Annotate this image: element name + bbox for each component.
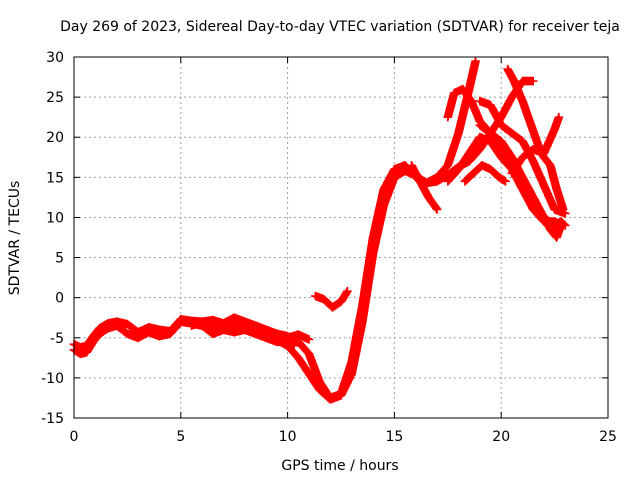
axis-ticks: 0 5 10 15 20 25 -15 -10 -5 0 5 10 15 20 25 30 [41,50,617,445]
series-track-5 [407,161,442,214]
y-axis-label: SDTVAR / TECUs [7,181,23,296]
data-track-markers [407,161,442,214]
series-track-11 [443,132,566,230]
y-tick-label: -5 [50,331,64,347]
data-track-markers [475,96,570,218]
y-tick-label: 15 [46,170,64,186]
chart-title: Day 269 of 2023, Sidereal Day-to-day VTE… [60,19,620,35]
plot-frame [73,56,609,419]
y-tick-label: -15 [41,411,64,427]
data-track-markers [460,161,510,186]
data-track-markers [443,132,566,230]
series-track-6 [311,286,352,312]
y-tick-label: 25 [46,90,64,106]
x-tick-label: 25 [599,429,617,445]
x-axis-label: GPS time / hours [281,458,398,474]
y-tick-label: 5 [55,251,64,267]
series-track-13 [507,112,564,178]
data-track-markers [311,286,352,312]
y-tick-label: 30 [46,50,64,66]
x-tick-label: 20 [492,429,510,445]
y-tick-label: 20 [46,130,64,146]
x-tick-label: 10 [279,429,297,445]
y-tick-label: -10 [41,371,64,387]
x-tick-label: 5 [176,429,185,445]
y-tick-label: 0 [55,291,64,307]
y-tick-label: 10 [46,210,64,226]
x-tick-label: 0 [70,429,79,445]
x-tick-label: 15 [385,429,403,445]
series-track-12 [460,161,510,186]
series-track-8 [475,96,570,218]
data-track-markers [507,112,564,178]
